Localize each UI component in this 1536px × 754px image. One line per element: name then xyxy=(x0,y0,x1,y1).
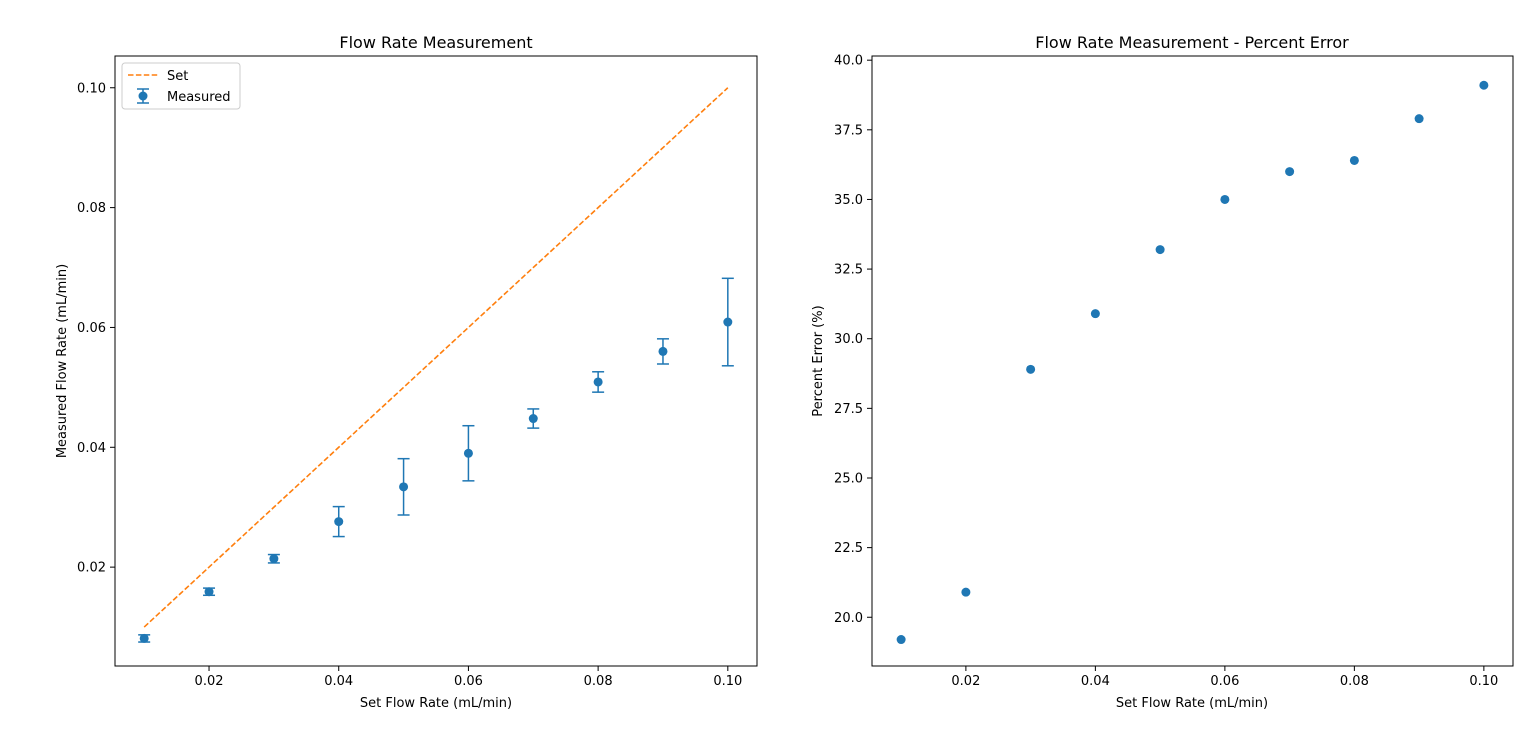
measured-point xyxy=(658,346,668,356)
percent-error-chart-title: Flow Rate Measurement - Percent Error xyxy=(1035,33,1349,52)
legend-set-label: Set xyxy=(167,69,188,84)
x-tick-label: 0.08 xyxy=(1340,674,1369,689)
flow-rate-chart: Flow Rate Measurement Set Flow Rate (mL/… xyxy=(55,33,758,711)
x-tick-label: 0.02 xyxy=(951,674,980,689)
y-tick-label: 0.10 xyxy=(77,81,106,96)
x-tick-label: 0.04 xyxy=(324,674,353,689)
y-tick-label: 32.5 xyxy=(834,263,863,278)
y-tick-label: 25.0 xyxy=(834,471,863,486)
percent-error-point xyxy=(896,635,906,645)
x-tick-label: 0.06 xyxy=(454,674,483,689)
flow-rate-chart-ylabel: Measured Flow Rate (mL/min) xyxy=(55,264,70,458)
percent-error-chart-xlabel: Set Flow Rate (mL/min) xyxy=(1116,696,1268,711)
legend-measured-label: Measured xyxy=(167,90,231,105)
flow-rate-chart-xlabel: Set Flow Rate (mL/min) xyxy=(360,696,512,711)
percent-error-point xyxy=(961,587,971,597)
y-tick-label: 27.5 xyxy=(834,402,863,417)
legend-box xyxy=(121,62,241,110)
percent-error-chart-frame xyxy=(871,55,1514,667)
measured-point xyxy=(334,517,344,527)
percent-error-point xyxy=(1220,194,1230,204)
y-tick-label: 0.06 xyxy=(77,321,106,336)
legend-measured-swatch xyxy=(137,88,149,104)
percent-error-point xyxy=(1026,364,1036,374)
x-tick-label: 0.04 xyxy=(1081,674,1110,689)
measured-point xyxy=(204,587,214,597)
y-tick-label: 37.5 xyxy=(834,123,863,138)
flow-rate-chart-ticks: 0.02 0.04 0.06 0.08 0.10 0.02 0.04 0.06 0.08 0.10 xyxy=(77,81,742,689)
flow-rate-chart-marks xyxy=(138,87,734,643)
y-tick-label: 22.5 xyxy=(834,541,863,556)
x-tick-label: 0.06 xyxy=(1210,674,1239,689)
measured-point xyxy=(269,554,279,564)
percent-error-point xyxy=(1285,167,1295,177)
y-tick-label: 40.0 xyxy=(834,54,863,69)
measured-point xyxy=(399,482,409,492)
measured-point xyxy=(139,633,149,643)
percent-error-chart-ylabel: Percent Error (%) xyxy=(811,305,826,416)
percent-error-chart-ticks: 0.02 0.04 0.06 0.08 0.10 20.0 22.5 25.0 27.5 30.0… xyxy=(834,54,1498,689)
flow-rate-chart-title: Flow Rate Measurement xyxy=(339,33,532,52)
x-tick-label: 0.10 xyxy=(1469,674,1498,689)
y-tick-label: 0.08 xyxy=(77,201,106,216)
percent-error-point xyxy=(1155,245,1165,255)
measured-point xyxy=(528,414,538,424)
x-tick-label: 0.10 xyxy=(713,674,742,689)
measured-point xyxy=(463,448,473,458)
flow-rate-chart-frame xyxy=(114,55,758,667)
percent-error-point xyxy=(1349,155,1359,165)
y-tick-label: 0.04 xyxy=(77,441,106,456)
percent-error-chart: Flow Rate Measurement - Percent Error Se… xyxy=(811,33,1514,711)
y-tick-label: 35.0 xyxy=(834,193,863,208)
y-tick-label: 0.02 xyxy=(77,561,106,576)
percent-error-point xyxy=(1414,114,1424,124)
measured-point xyxy=(593,377,603,387)
y-tick-label: 30.0 xyxy=(834,332,863,347)
y-tick-label: 20.0 xyxy=(834,611,863,626)
x-tick-label: 0.02 xyxy=(195,674,224,689)
x-tick-label: 0.08 xyxy=(584,674,613,689)
percent-error-point xyxy=(1479,80,1489,90)
measured-point xyxy=(723,317,733,327)
percent-error-chart-marks xyxy=(896,80,1489,645)
flow-rate-chart-legend: Set Measured xyxy=(121,62,241,110)
set-line xyxy=(143,87,729,628)
percent-error-point xyxy=(1090,309,1100,319)
